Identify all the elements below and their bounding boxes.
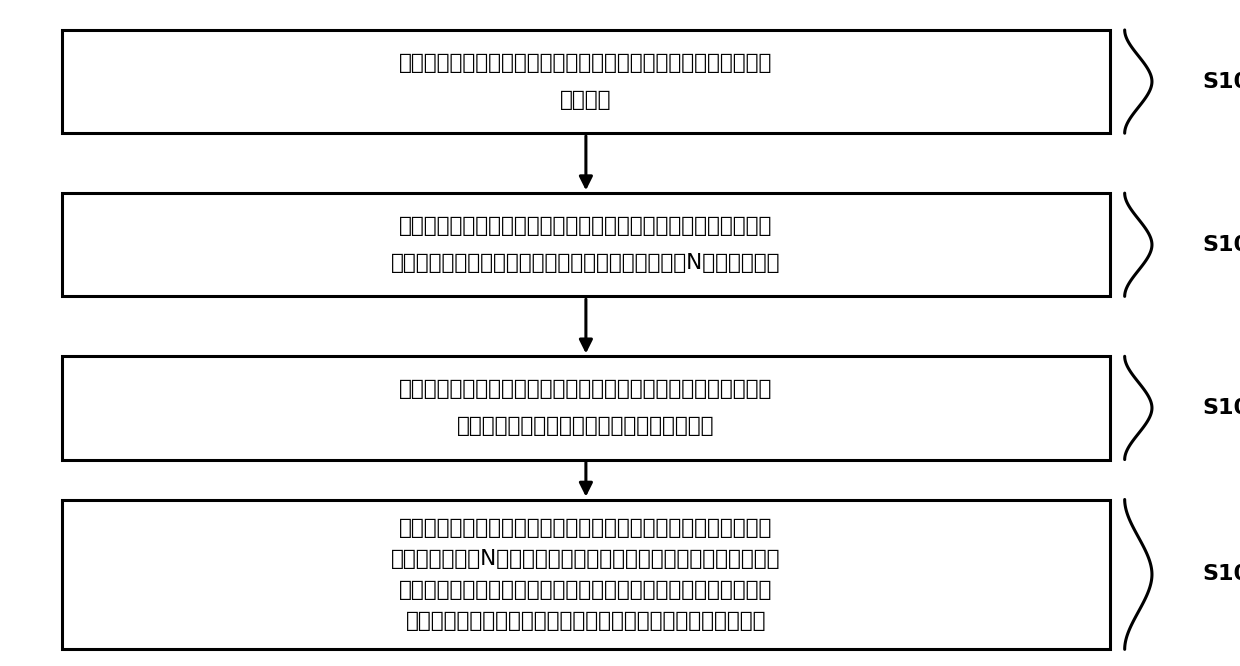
Text: S104: S104	[1203, 564, 1240, 585]
Text: S102: S102	[1203, 234, 1240, 255]
Text: S101: S101	[1203, 71, 1240, 92]
FancyBboxPatch shape	[62, 30, 1110, 133]
Text: 基于计算得到的耦合系数、有载品质因数和预设的第一接收端数目: 基于计算得到的耦合系数、有载品质因数和预设的第一接收端数目	[399, 517, 773, 537]
Text: 效率增益系数和输出功率增益系数的差值的绝对值小于预设阈值: 效率增益系数和输出功率增益系数的差值的绝对值小于预设阈值	[405, 611, 766, 631]
Text: 基于电能发送端和电能接收端，确定目标无线电能传输系统对应的: 基于电能发送端和电能接收端，确定目标无线电能传输系统对应的	[399, 216, 773, 236]
FancyBboxPatch shape	[62, 193, 1110, 296]
Text: 计算公式，计算N的取值；其中，第一接收端数目计算公式是基于预: 计算公式，计算N的取值；其中，第一接收端数目计算公式是基于预	[391, 549, 781, 569]
Text: 计算电路模型中电能发送端与每个电能接收端的耦合系数，并计算: 计算电路模型中电能发送端与每个电能接收端的耦合系数，并计算	[399, 380, 773, 400]
Text: 电路模型；其中，电路模型中包括一个电能发送端和N个电能接收端: 电路模型；其中，电路模型中包括一个电能发送端和N个电能接收端	[391, 253, 781, 273]
Text: 设的能量传输效率增益系数和输出功率增益系数确定的，能量传输: 设的能量传输效率增益系数和输出功率增益系数确定的，能量传输	[399, 580, 773, 600]
FancyBboxPatch shape	[62, 356, 1110, 460]
Text: 能接收端: 能接收端	[560, 90, 611, 110]
Text: S103: S103	[1203, 398, 1240, 418]
Text: 电能发送端和每个电能接收端的有载品质因数: 电能发送端和每个电能接收端的有载品质因数	[458, 416, 714, 436]
Text: 确定待设计的目标无线电能传输系统中所要采用的电能发送端和电: 确定待设计的目标无线电能传输系统中所要采用的电能发送端和电	[399, 53, 773, 73]
FancyBboxPatch shape	[62, 500, 1110, 649]
